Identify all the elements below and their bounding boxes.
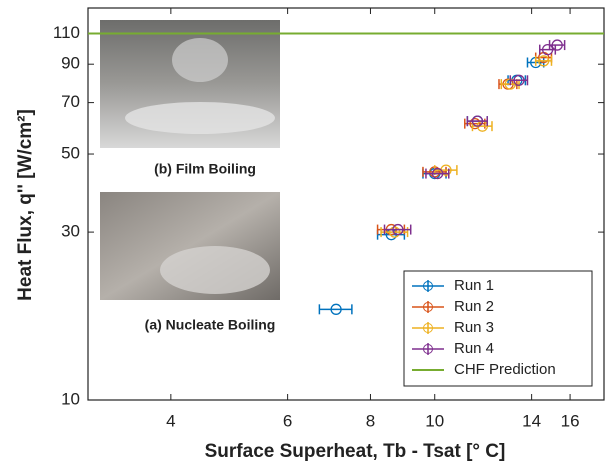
inset-caption: (a) Nucleate Boiling <box>145 317 276 333</box>
legend-swatch <box>423 302 433 312</box>
y-tick-label: 90 <box>61 54 80 73</box>
legend-label: Run 1 <box>454 277 494 294</box>
inset-shape <box>160 246 270 294</box>
legend-label: CHF Prediction <box>454 361 556 378</box>
y-tick-label: 50 <box>61 144 80 163</box>
point <box>513 74 525 86</box>
point <box>388 226 401 238</box>
legend-swatch <box>423 323 433 333</box>
legend-label: Run 2 <box>454 298 494 315</box>
y-tick-label: 70 <box>61 92 80 111</box>
point <box>538 55 550 67</box>
point <box>469 117 481 130</box>
point <box>551 39 563 51</box>
point <box>392 223 404 236</box>
legend-swatch <box>423 281 433 291</box>
y-tick-label: 10 <box>61 389 80 408</box>
x-tick-label: 4 <box>166 411 175 430</box>
point <box>431 167 444 180</box>
legend-label: Run 4 <box>454 340 494 357</box>
legend-label: Run 3 <box>454 319 494 336</box>
inset-shape <box>172 38 228 82</box>
x-tick-label: 16 <box>561 411 580 430</box>
point <box>330 303 342 315</box>
x-tick-label: 6 <box>283 411 292 430</box>
x-tick-label: 14 <box>522 411 541 430</box>
inset-caption: (b) Film Boiling <box>154 161 256 177</box>
x-axis-label: Surface Superheat, Tb - Tsat [° C] <box>205 441 506 462</box>
legend-swatch <box>423 344 433 354</box>
x-tick-label: 10 <box>425 411 444 430</box>
y-axis-label: Heat Flux, q'' [W/cm²] <box>15 109 36 301</box>
point <box>471 115 484 127</box>
y-tick-label: 110 <box>53 23 80 42</box>
y-tick-label: 30 <box>61 222 80 241</box>
x-tick-label: 8 <box>366 411 375 430</box>
point <box>541 43 554 56</box>
inset-shape <box>125 102 275 134</box>
